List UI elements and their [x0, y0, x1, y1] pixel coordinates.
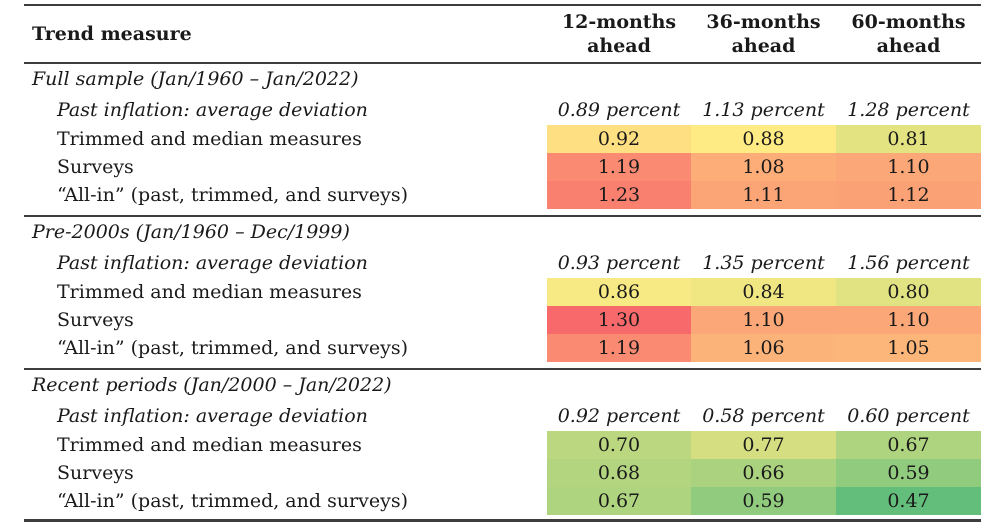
heatmap-cell: 1.23	[547, 181, 691, 209]
table-row-all-in: “All-in” (past, trimmed, and surveys) 0.…	[24, 487, 981, 515]
past-value: 1.13 percent	[702, 98, 825, 121]
table-row-all-in: “All-in” (past, trimmed, and surveys) 1.…	[24, 181, 981, 209]
trend-measure-table: Trend measure 12-months ahead 36-months …	[24, 4, 981, 522]
section-divider	[24, 209, 981, 217]
heatmap-cell: 0.47	[836, 487, 981, 515]
heatmap-cell: 1.11	[691, 181, 836, 209]
table-row-surveys: Surveys 0.68 0.66 0.59	[24, 459, 981, 487]
header-row: Trend measure 12-months ahead 36-months …	[24, 4, 981, 64]
section-title-recent-periods: Recent periods (Jan/2000 – Jan/2022)	[32, 374, 392, 396]
header-36-months-ahead: 36-months ahead	[691, 4, 836, 64]
section-title-row: Full sample (Jan/1960 – Jan/2022)	[24, 63, 981, 94]
row-label: “All-in” (past, trimmed, and surveys)	[57, 490, 409, 512]
heatmap-cell: 0.67	[836, 431, 981, 459]
row-label: Surveys	[57, 462, 134, 484]
heatmap-cell: 0.92	[547, 125, 691, 153]
heatmap-cell: 1.10	[691, 306, 836, 334]
row-label-past-inflation: Past inflation: average deviation	[57, 404, 368, 427]
heatmap-cell: 0.80	[836, 278, 981, 306]
heatmap-cell: 1.19	[547, 334, 691, 362]
section-title-row: Pre-2000s (Jan/1960 – Dec/1999)	[24, 216, 981, 247]
table-bottom-rule	[24, 515, 981, 522]
past-inflation-row: Past inflation: average deviation 0.93 p…	[24, 247, 981, 278]
table-row-trimmed: Trimmed and median measures 0.70 0.77 0.…	[24, 431, 981, 459]
heatmap-cell: 1.30	[547, 306, 691, 334]
past-inflation-row: Past inflation: average deviation 0.92 p…	[24, 400, 981, 431]
heatmap-cell: 1.19	[547, 153, 691, 181]
row-label-past-inflation: Past inflation: average deviation	[57, 98, 368, 121]
heatmap-cell: 0.68	[547, 459, 691, 487]
row-label: “All-in” (past, trimmed, and surveys)	[57, 337, 409, 359]
row-label: Trimmed and median measures	[57, 434, 362, 456]
section-title-pre-2000s: Pre-2000s (Jan/1960 – Dec/1999)	[32, 221, 350, 243]
table-row-surveys: Surveys 1.19 1.08 1.10	[24, 153, 981, 181]
table-row-trimmed: Trimmed and median measures 0.86 0.84 0.…	[24, 278, 981, 306]
past-value: 0.93 percent	[557, 251, 681, 274]
heatmap-cell: 1.05	[836, 334, 981, 362]
section-title-row: Recent periods (Jan/2000 – Jan/2022)	[24, 369, 981, 400]
header-60-months-ahead: 60-months ahead	[836, 4, 981, 64]
row-label: “All-in” (past, trimmed, and surveys)	[57, 184, 409, 206]
past-value: 0.92 percent	[557, 404, 681, 427]
heatmap-cell: 1.10	[836, 306, 981, 334]
past-value: 0.89 percent	[557, 98, 681, 121]
heatmap-cell: 0.66	[691, 459, 836, 487]
heatmap-cell: 1.06	[691, 334, 836, 362]
heatmap-cell: 1.12	[836, 181, 981, 209]
table-row-all-in: “All-in” (past, trimmed, and surveys) 1.…	[24, 334, 981, 362]
past-value: 1.56 percent	[847, 251, 970, 274]
header-12-months-ahead: 12-months ahead	[547, 4, 691, 64]
row-label: Surveys	[57, 309, 134, 331]
heatmap-cell: 0.86	[547, 278, 691, 306]
heatmap-cell: 0.59	[691, 487, 836, 515]
table-row-trimmed: Trimmed and median measures 0.92 0.88 0.…	[24, 125, 981, 153]
past-value: 1.35 percent	[702, 251, 825, 274]
row-label-past-inflation: Past inflation: average deviation	[57, 251, 368, 274]
past-inflation-row: Past inflation: average deviation 0.89 p…	[24, 94, 981, 125]
section-divider	[24, 362, 981, 370]
header-trend-measure: Trend measure	[24, 4, 547, 64]
section-title-full-sample: Full sample (Jan/1960 – Jan/2022)	[32, 68, 359, 90]
row-label: Surveys	[57, 156, 134, 178]
heatmap-cell: 1.08	[691, 153, 836, 181]
heatmap-cell: 0.77	[691, 431, 836, 459]
table-row-surveys: Surveys 1.30 1.10 1.10	[24, 306, 981, 334]
past-value: 0.58 percent	[702, 404, 825, 427]
heatmap-cell: 1.10	[836, 153, 981, 181]
row-label: Trimmed and median measures	[57, 128, 362, 150]
heatmap-cell: 0.84	[691, 278, 836, 306]
past-value: 1.28 percent	[847, 98, 970, 121]
heatmap-cell: 0.70	[547, 431, 691, 459]
heatmap-cell: 0.81	[836, 125, 981, 153]
past-value: 0.60 percent	[847, 404, 970, 427]
heatmap-cell: 0.88	[691, 125, 836, 153]
heatmap-cell: 0.67	[547, 487, 691, 515]
row-label: Trimmed and median measures	[57, 281, 362, 303]
heatmap-cell: 0.59	[836, 459, 981, 487]
